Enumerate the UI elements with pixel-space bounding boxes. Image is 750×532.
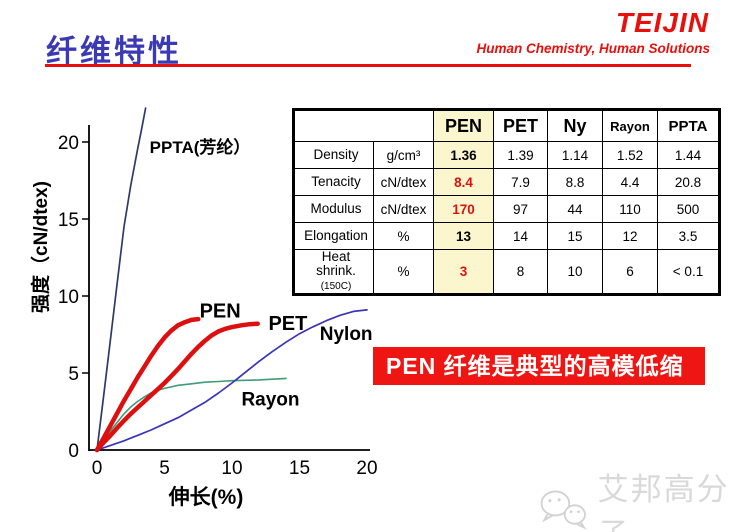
cell-PEN: 3 [433, 249, 494, 295]
cell-Rayon: 12 [602, 222, 658, 250]
row-label: Elongation [293, 222, 374, 250]
x-tick-label: 5 [159, 458, 170, 479]
row-label: Modulus [293, 195, 374, 223]
row-unit: g/cm³ [373, 141, 434, 169]
row-unit: cN/dtex [373, 195, 434, 223]
table-header-PET: PET [493, 109, 548, 142]
cell-PET: 97 [493, 195, 548, 223]
x-tick-label: 20 [356, 458, 377, 479]
series-Nylon [96, 309, 368, 451]
y-tick-label: 5 [68, 364, 79, 385]
row-unit: % [373, 222, 434, 250]
wechat-icon [540, 490, 587, 530]
cell-PET: 7.9 [493, 168, 548, 196]
series-label-PPTA: PPTA(芳纶） [150, 137, 251, 157]
table-row: Elongation% 13 14 15 12 3.5 [293, 222, 720, 250]
cell-Ny: 10 [547, 249, 603, 295]
cell-PPTA: 1.44 [657, 141, 720, 169]
cell-PET: 8 [493, 249, 548, 295]
y-tick-label: 0 [68, 441, 79, 462]
y-axis-label: 强度（cN/dtex) [29, 181, 52, 313]
row-label: Tenacity [293, 168, 374, 196]
cell-PPTA: < 0.1 [657, 249, 720, 295]
teijin-logo: TEIJIN [615, 7, 709, 38]
cell-Rayon: 4.4 [602, 168, 658, 196]
series-label-Rayon: Rayon [241, 389, 299, 410]
cell-PEN: 1.36 [433, 141, 494, 169]
series-label-PEN: PEN [200, 301, 241, 323]
x-tick-label: 10 [221, 458, 242, 479]
title-underline [45, 64, 691, 67]
table-header-Ny: Ny [547, 109, 603, 142]
cell-PPTA: 3.5 [657, 222, 720, 250]
cell-PET: 14 [493, 222, 548, 250]
table-header-PPTA: PPTA [657, 109, 720, 142]
cell-Ny: 8.8 [547, 168, 603, 196]
conclusion-banner: PEN 纤维是典型的高模低缩 [373, 347, 705, 385]
table-row: Modulus cN/dtex 170 97 44 110 500 [293, 195, 720, 223]
cell-Rayon: 6 [602, 249, 658, 295]
cell-Rayon: 110 [602, 195, 658, 223]
table-corner-cell [293, 109, 434, 142]
series-PEN [94, 316, 201, 453]
table-header-PEN: PEN [433, 109, 494, 142]
row-label: Heat shrink.(150C) [293, 249, 374, 295]
x-tick-label: 15 [289, 458, 310, 479]
table-row: Density g/cm³ 1.36 1.39 1.14 1.52 1.44 [293, 141, 720, 169]
series-label-Nylon: Nylon [320, 324, 373, 345]
x-tick-label: 0 [92, 458, 103, 479]
cell-PET: 1.39 [493, 141, 548, 169]
row-unit: % [373, 249, 434, 295]
row-unit: cN/dtex [373, 168, 434, 196]
series-label-PET: PET [268, 313, 307, 335]
cell-PPTA: 500 [657, 195, 720, 223]
fiber-properties-table: PEN PET Ny Rayon PPTA Density g/cm³ 1.36 1.39 1.1… [292, 108, 721, 296]
fiber-stress-strain-chart: 0 5 10 15 20 0 5 10 15 20 伸长(%) 强度（cN/dtex) PPTA(芳纶）… [29, 107, 378, 509]
cell-Rayon: 1.52 [602, 141, 658, 169]
table-header-Rayon: Rayon [602, 109, 658, 142]
page-title: 纤维特性 [46, 34, 182, 69]
cell-PEN: 8.4 [433, 168, 494, 196]
logo-tagline: Human Chemistry, Human Solutions [476, 41, 710, 56]
series-PET [94, 321, 260, 453]
x-axis-label: 伸长(%) [168, 486, 244, 509]
table-row: Tenacity cN/dtex 8.4 7.9 8.8 4.4 20.8 [293, 168, 720, 196]
table-row: Heat shrink.(150C)% 3 8 10 6 < 0.1 [293, 249, 720, 295]
watermark: 艾邦高分子 [536, 464, 750, 532]
cell-Ny: 44 [547, 195, 603, 223]
y-tick-label: 20 [58, 133, 79, 154]
cell-PEN: 170 [433, 195, 494, 223]
cell-PEN: 13 [433, 222, 494, 250]
cell-PPTA: 20.8 [657, 168, 720, 196]
cell-Ny: 1.14 [547, 141, 603, 169]
row-label-small: (150C) [320, 281, 352, 293]
y-tick-label: 15 [58, 210, 79, 231]
y-tick-label: 10 [58, 287, 79, 308]
cell-Ny: 15 [547, 222, 603, 250]
watermark-text: 艾邦高分子 [597, 472, 730, 532]
series-PPTA [96, 107, 147, 451]
row-label: Density [293, 141, 374, 169]
